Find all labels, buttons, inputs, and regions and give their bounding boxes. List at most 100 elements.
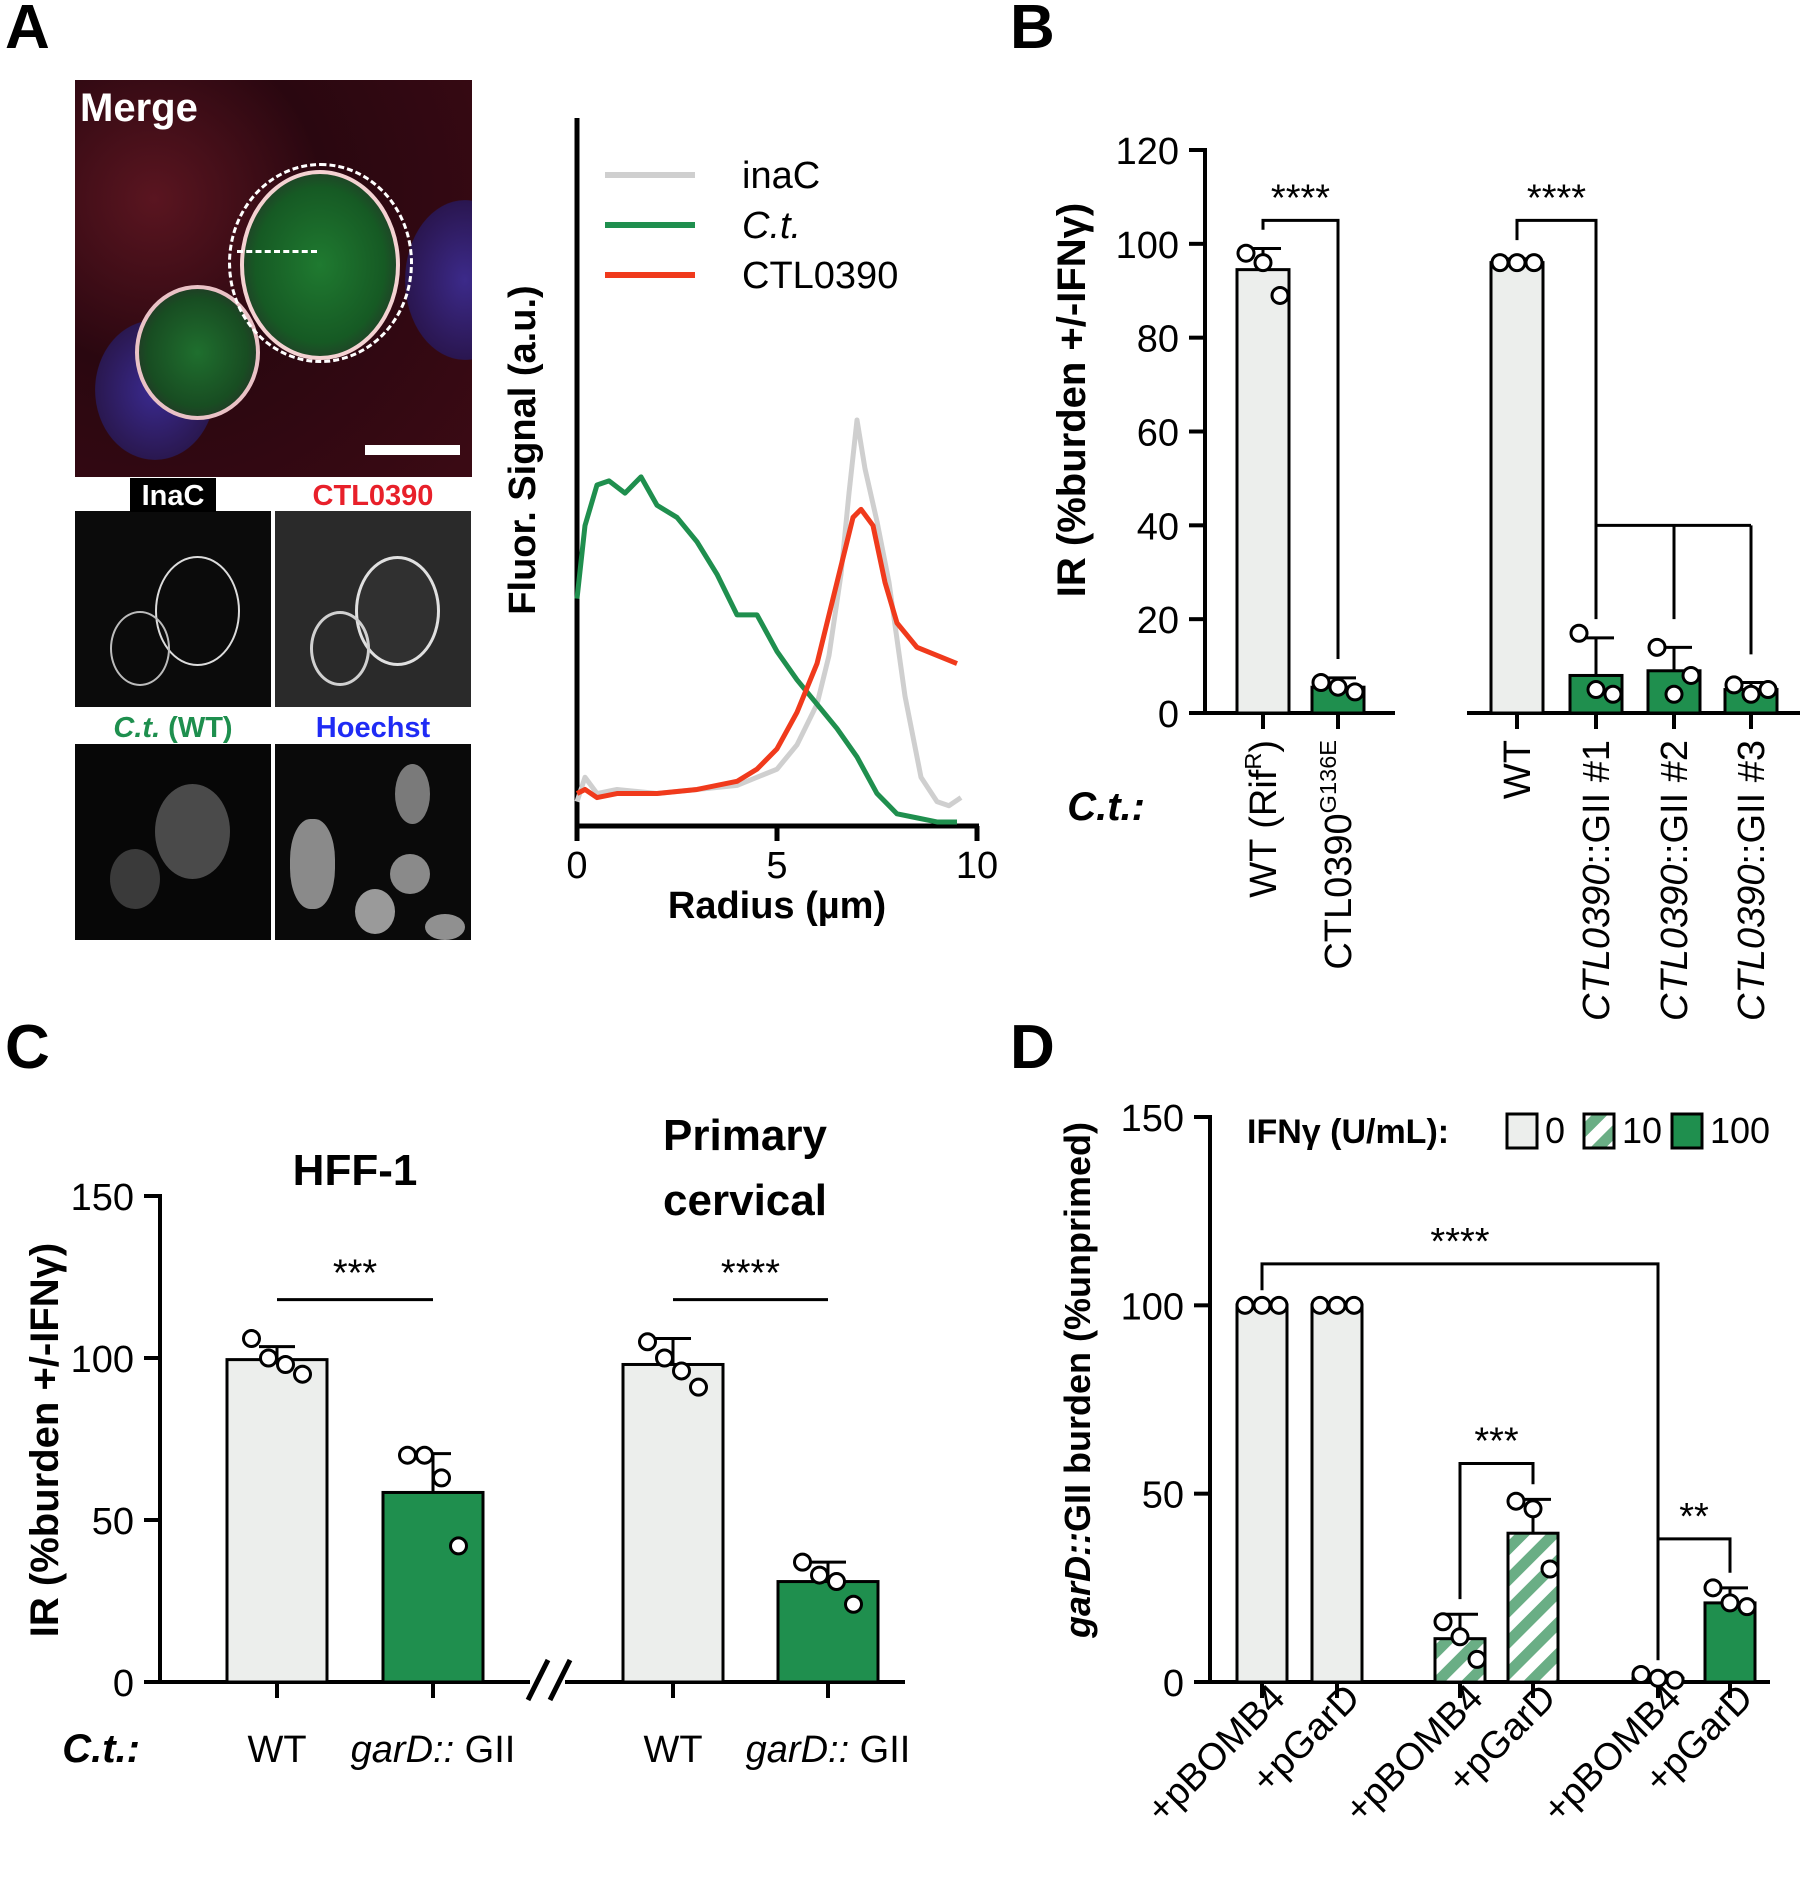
c-y-tick-label: 0 [113,1663,134,1705]
b-y-tick-label: 40 [1137,506,1179,548]
d-y-axis-label: garD::GII burden (%unprimed) [1057,1122,1098,1639]
c-bar [225,1358,329,1684]
b-y-tick-label: 100 [1116,225,1179,267]
d-legend-swatch [1670,1112,1704,1150]
merge-label: Merge [80,86,198,130]
c-row-label: C.t.: [62,1727,140,1771]
a-series-line-0 [574,417,963,809]
c-axis-break [547,1658,573,1702]
c-group-title: HFF-1 [293,1146,418,1195]
b-data-point [1569,623,1589,643]
c-data-point [415,1445,434,1465]
d-bar [1506,1531,1560,1684]
d-legend-title: IFNγ (U/mL): [1247,1113,1449,1151]
c-sig-label: *** [333,1253,378,1295]
inac-image [75,511,271,707]
d-data-point [1269,1295,1289,1315]
a-x-tick-label: 0 [566,845,587,887]
b-row-label: C.t.: [1067,785,1145,829]
b-data-point [1253,253,1273,273]
b-data-point [1758,680,1778,700]
b-data-point [1490,253,1510,273]
d-legend-label: 10 [1622,1110,1662,1151]
ctl0390-image [275,511,471,707]
d-data-point [1252,1295,1272,1315]
d-y-tick-label: 0 [1163,1663,1184,1705]
b-data-point [1647,637,1667,657]
d-data-point [1327,1295,1347,1315]
c-y-tick-label: 150 [71,1177,134,1219]
c-y-axis-label: IR (%burden +/-IFNγ) [23,1243,67,1637]
b-bar [1235,268,1291,715]
d-data-point [1450,1627,1470,1647]
b-category-label: CTL0390G136E [1315,740,1360,970]
c-category-label: garD:: GII [351,1729,516,1771]
a-x-tick-label: 5 [766,845,787,887]
b-category-label: CTL0390::GII #1 [1576,740,1618,1021]
c-data-point [793,1552,812,1572]
c-data-point [689,1377,708,1397]
panel-letter-b: B [1010,0,1055,62]
d-data-point [1506,1491,1526,1511]
merge-image: Merge [75,80,472,477]
b-data-point [1664,684,1684,704]
b-y-axis-label: IR (%burden +/-IFNγ) [1050,203,1094,597]
c-y-tick-label: 50 [92,1501,134,1543]
d-sig-label: **** [1430,1221,1489,1263]
b-data-point [1270,285,1290,305]
c-y-tick-label: 100 [71,1339,134,1381]
c-data-point [672,1361,691,1381]
d-data-point [1235,1295,1255,1315]
b-y-tick-label: 120 [1116,131,1179,173]
d-legend-swatch [1582,1112,1616,1150]
a-x-axis-label: Radius (µm) [668,885,886,927]
b-data-point [1603,684,1623,704]
d-data-point [1523,1499,1543,1519]
d-sig-label: ** [1679,1496,1709,1538]
b-data-point [1236,243,1256,263]
c-axis-break [525,1658,551,1702]
b-data-point [1328,677,1348,697]
panel-letter-a: A [5,0,50,62]
c-group-title: Primary [663,1111,827,1160]
d-sig-bracket [1656,1537,1732,1661]
b-y-tick-label: 60 [1137,413,1179,455]
d-data-point [1720,1593,1740,1613]
b-category-label: CTL0390::GII #2 [1654,740,1696,1021]
scale-bar [365,445,460,455]
a-legend-label-2: CTL0390 [742,255,898,297]
c-data-point [398,1445,417,1465]
c-data-point [276,1354,295,1374]
c-category-label: garD:: GII [746,1729,911,1771]
panel-letter-d: D [1010,1013,1055,1082]
c-data-point [432,1468,451,1488]
b-data-point [1681,665,1701,685]
d-data-point [1433,1612,1453,1632]
d-y-tick-label: 150 [1121,1098,1184,1140]
b-bar [1489,261,1545,715]
b-y-tick-label: 80 [1137,319,1179,361]
b-data-point [1345,682,1365,702]
c-data-point [242,1329,261,1349]
inac-label: InaC [142,480,205,512]
d-legend-label: 100 [1710,1110,1770,1151]
d-y-tick-label: 50 [1142,1475,1184,1517]
c-data-point [638,1332,657,1352]
b-data-point [1586,680,1606,700]
c-data-point [827,1572,846,1592]
c-group-title: cervical [663,1176,827,1225]
c-data-point [844,1594,863,1614]
c-data-point [655,1348,674,1368]
a-x-tick-label: 10 [956,845,998,887]
c-bar [381,1490,485,1684]
c-data-point [449,1536,468,1556]
b-category-label: CTL0390::GII #3 [1731,740,1773,1021]
d-sig-bracket [1260,1262,1660,1661]
b-category-label: WT [1497,740,1539,799]
c-data-point [293,1364,312,1384]
b-sig-bracket [1261,218,1340,660]
b-data-point [1724,675,1744,695]
hoechst-label: Hoechst [316,712,431,744]
d-data-point [1467,1649,1487,1669]
